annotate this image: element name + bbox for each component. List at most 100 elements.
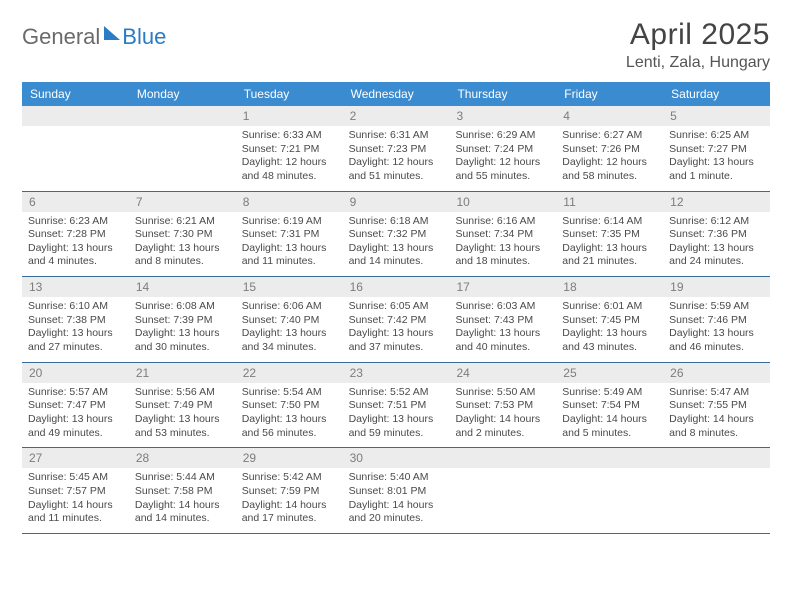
day-body: Sunrise: 6:14 AMSunset: 7:35 PMDaylight:… bbox=[556, 212, 663, 277]
day-line: Daylight: 13 hours and 40 minutes. bbox=[455, 327, 550, 354]
day-line: Sunrise: 6:06 AM bbox=[242, 300, 337, 314]
weekday-header: Wednesday bbox=[343, 82, 450, 106]
day-cell: 14 Sunrise: 6:08 AMSunset: 7:39 PMDayligh… bbox=[129, 277, 236, 362]
day-body: Sunrise: 5:44 AMSunset: 7:58 PMDaylight:… bbox=[129, 468, 236, 533]
day-line: Daylight: 12 hours and 48 minutes. bbox=[242, 156, 337, 183]
day-line: Daylight: 13 hours and 56 minutes. bbox=[242, 413, 337, 440]
weekday-header: Thursday bbox=[449, 82, 556, 106]
day-line: Sunset: 8:01 PM bbox=[349, 485, 444, 499]
day-line: Sunrise: 5:59 AM bbox=[669, 300, 764, 314]
day-number: 30 bbox=[343, 448, 450, 468]
day-line: Sunrise: 5:50 AM bbox=[455, 386, 550, 400]
day-body: Sunrise: 6:31 AMSunset: 7:23 PMDaylight:… bbox=[343, 126, 450, 191]
day-line: Daylight: 13 hours and 1 minute. bbox=[669, 156, 764, 183]
week-row: 1Sunrise: 6:33 AMSunset: 7:21 PMDaylight… bbox=[22, 106, 770, 192]
day-number: 25 bbox=[556, 363, 663, 383]
day-line: Sunset: 7:50 PM bbox=[242, 399, 337, 413]
page-title: April 2025 bbox=[626, 18, 770, 52]
day-cell: 20Sunrise: 5:57 AMSunset: 7:47 PMDayligh… bbox=[22, 363, 129, 448]
day-line: Sunset: 7:35 PM bbox=[562, 228, 657, 242]
day-number: 6 bbox=[22, 192, 129, 212]
day-cell bbox=[449, 448, 556, 533]
day-line: Daylight: 13 hours and 14 minutes. bbox=[349, 242, 444, 269]
weekday-header: Friday bbox=[556, 82, 663, 106]
day-number: 8 bbox=[236, 192, 343, 212]
day-cell: 28Sunrise: 5:44 AMSunset: 7:58 PMDayligh… bbox=[129, 448, 236, 533]
day-body: Sunrise: 5:49 AMSunset: 7:54 PMDaylight:… bbox=[556, 383, 663, 448]
day-number: 3 bbox=[449, 106, 556, 126]
day-body: Sunrise: 6:16 AMSunset: 7:34 PMDaylight:… bbox=[449, 212, 556, 277]
calendar-page: General Blue April 2025 Lenti, Zala, Hun… bbox=[0, 0, 792, 546]
day-cell: 7Sunrise: 6:21 AMSunset: 7:30 PMDaylight… bbox=[129, 192, 236, 277]
day-line: Sunset: 7:43 PM bbox=[455, 314, 550, 328]
day-number bbox=[22, 106, 129, 126]
day-line: Sunrise: 5:57 AM bbox=[28, 386, 123, 400]
day-cell: 18Sunrise: 6:01 AMSunset: 7:45 PMDayligh… bbox=[556, 277, 663, 362]
logo-triangle-icon bbox=[104, 26, 120, 40]
day-line: Sunset: 7:47 PM bbox=[28, 399, 123, 413]
day-line: Sunrise: 6:10 AM bbox=[28, 300, 123, 314]
day-number: 14 bbox=[129, 277, 236, 297]
day-line: Sunrise: 6:27 AM bbox=[562, 129, 657, 143]
day-cell bbox=[22, 106, 129, 191]
day-body bbox=[556, 468, 663, 526]
day-line: Sunrise: 6:18 AM bbox=[349, 215, 444, 229]
day-number: 17 bbox=[449, 277, 556, 297]
day-body: Sunrise: 6:25 AMSunset: 7:27 PMDaylight:… bbox=[663, 126, 770, 191]
day-cell: 13Sunrise: 6:10 AMSunset: 7:38 PMDayligh… bbox=[22, 277, 129, 362]
day-line: Daylight: 13 hours and 59 minutes. bbox=[349, 413, 444, 440]
day-line: Daylight: 13 hours and 30 minutes. bbox=[135, 327, 230, 354]
day-cell bbox=[556, 448, 663, 533]
day-number: 22 bbox=[236, 363, 343, 383]
day-line: Daylight: 13 hours and 24 minutes. bbox=[669, 242, 764, 269]
day-line: Daylight: 13 hours and 27 minutes. bbox=[28, 327, 123, 354]
day-body: Sunrise: 5:50 AMSunset: 7:53 PMDaylight:… bbox=[449, 383, 556, 448]
day-line: Sunset: 7:59 PM bbox=[242, 485, 337, 499]
day-cell: 5Sunrise: 6:25 AMSunset: 7:27 PMDaylight… bbox=[663, 106, 770, 191]
weeks-container: 1Sunrise: 6:33 AMSunset: 7:21 PMDaylight… bbox=[22, 106, 770, 534]
day-cell: 8Sunrise: 6:19 AMSunset: 7:31 PMDaylight… bbox=[236, 192, 343, 277]
day-line: Daylight: 12 hours and 58 minutes. bbox=[562, 156, 657, 183]
day-cell: 29Sunrise: 5:42 AMSunset: 7:59 PMDayligh… bbox=[236, 448, 343, 533]
day-line: Sunrise: 6:31 AM bbox=[349, 129, 444, 143]
day-body bbox=[449, 468, 556, 526]
day-cell: 16Sunrise: 6:05 AMSunset: 7:42 PMDayligh… bbox=[343, 277, 450, 362]
day-line: Sunrise: 6:08 AM bbox=[135, 300, 230, 314]
day-cell: 3Sunrise: 6:29 AMSunset: 7:24 PMDaylight… bbox=[449, 106, 556, 191]
day-line: Sunset: 7:51 PM bbox=[349, 399, 444, 413]
day-body: Sunrise: 5:57 AMSunset: 7:47 PMDaylight:… bbox=[22, 383, 129, 448]
day-number: 28 bbox=[129, 448, 236, 468]
day-cell bbox=[663, 448, 770, 533]
day-line: Daylight: 13 hours and 37 minutes. bbox=[349, 327, 444, 354]
day-cell: 30Sunrise: 5:40 AMSunset: 8:01 PMDayligh… bbox=[343, 448, 450, 533]
day-line: Sunset: 7:27 PM bbox=[669, 143, 764, 157]
day-number: 5 bbox=[663, 106, 770, 126]
day-line: Sunrise: 6:19 AM bbox=[242, 215, 337, 229]
day-body: Sunrise: 6:23 AMSunset: 7:28 PMDaylight:… bbox=[22, 212, 129, 277]
day-body: Sunrise: 6:06 AMSunset: 7:40 PMDaylight:… bbox=[236, 297, 343, 362]
day-line: Sunset: 7:39 PM bbox=[135, 314, 230, 328]
day-line: Daylight: 13 hours and 46 minutes. bbox=[669, 327, 764, 354]
calendar: Sunday Monday Tuesday Wednesday Thursday… bbox=[22, 82, 770, 534]
day-line: Sunrise: 5:49 AM bbox=[562, 386, 657, 400]
day-number bbox=[556, 448, 663, 468]
day-line: Sunset: 7:32 PM bbox=[349, 228, 444, 242]
day-line: Sunrise: 6:01 AM bbox=[562, 300, 657, 314]
day-number: 15 bbox=[236, 277, 343, 297]
day-line: Sunset: 7:45 PM bbox=[562, 314, 657, 328]
day-line: Sunrise: 6:25 AM bbox=[669, 129, 764, 143]
day-body: Sunrise: 6:19 AMSunset: 7:31 PMDaylight:… bbox=[236, 212, 343, 277]
day-number: 9 bbox=[343, 192, 450, 212]
week-row: 13Sunrise: 6:10 AMSunset: 7:38 PMDayligh… bbox=[22, 277, 770, 363]
day-line: Daylight: 14 hours and 17 minutes. bbox=[242, 499, 337, 526]
day-line: Sunset: 7:28 PM bbox=[28, 228, 123, 242]
day-body: Sunrise: 6:03 AMSunset: 7:43 PMDaylight:… bbox=[449, 297, 556, 362]
weekday-header: Tuesday bbox=[236, 82, 343, 106]
week-row: 27Sunrise: 5:45 AMSunset: 7:57 PMDayligh… bbox=[22, 448, 770, 534]
day-cell: 23Sunrise: 5:52 AMSunset: 7:51 PMDayligh… bbox=[343, 363, 450, 448]
day-body: Sunrise: 5:52 AMSunset: 7:51 PMDaylight:… bbox=[343, 383, 450, 448]
day-line: Daylight: 13 hours and 8 minutes. bbox=[135, 242, 230, 269]
day-body: Sunrise: 6:12 AMSunset: 7:36 PMDaylight:… bbox=[663, 212, 770, 277]
day-cell: 12Sunrise: 6:12 AMSunset: 7:36 PMDayligh… bbox=[663, 192, 770, 277]
day-line: Sunrise: 5:40 AM bbox=[349, 471, 444, 485]
